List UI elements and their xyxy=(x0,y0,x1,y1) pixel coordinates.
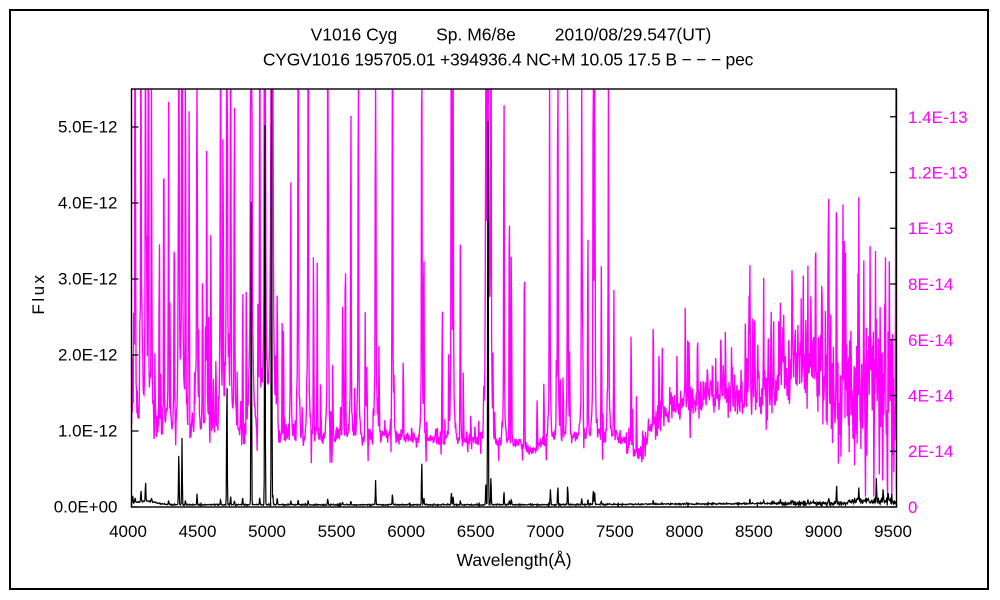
svg-text:1.2E-13: 1.2E-13 xyxy=(908,164,968,183)
svg-text:Flux: Flux xyxy=(29,272,48,314)
svg-text:8000: 8000 xyxy=(665,522,703,541)
svg-text:0.0E+00: 0.0E+00 xyxy=(54,498,118,517)
svg-text:CYGV1016 195705.01 +394936.4 N: CYGV1016 195705.01 +394936.4 NC+M 10.05 … xyxy=(263,50,754,70)
svg-text:7500: 7500 xyxy=(596,522,634,541)
svg-text:6500: 6500 xyxy=(457,522,495,541)
svg-text:2.0E-12: 2.0E-12 xyxy=(58,346,118,365)
svg-text:4E-14: 4E-14 xyxy=(908,387,953,406)
svg-text:1E-13: 1E-13 xyxy=(908,219,953,238)
svg-text:5.0E-12: 5.0E-12 xyxy=(58,118,118,137)
svg-text:9000: 9000 xyxy=(805,522,843,541)
svg-text:1.0E-12: 1.0E-12 xyxy=(58,422,118,441)
svg-text:1.4E-13: 1.4E-13 xyxy=(908,108,968,127)
svg-text:4000: 4000 xyxy=(109,522,147,541)
svg-text:5000: 5000 xyxy=(248,522,286,541)
svg-text:9500: 9500 xyxy=(874,522,912,541)
svg-text:2E-14: 2E-14 xyxy=(908,442,953,461)
svg-text:4.0E-12: 4.0E-12 xyxy=(58,194,118,213)
svg-text:0: 0 xyxy=(908,498,917,517)
svg-text:4500: 4500 xyxy=(179,522,217,541)
svg-text:7000: 7000 xyxy=(526,522,564,541)
svg-text:6E-14: 6E-14 xyxy=(908,331,953,350)
svg-text:3.0E-12: 3.0E-12 xyxy=(58,270,118,289)
svg-text:8500: 8500 xyxy=(735,522,773,541)
svg-text:6000: 6000 xyxy=(387,522,425,541)
svg-text:8E-14: 8E-14 xyxy=(908,275,953,294)
svg-text:5500: 5500 xyxy=(318,522,356,541)
svg-text:V1016 Cyg Sp. M6/8e: V1016 Cyg Sp. M6/8e 2010/08/29.547(UT) xyxy=(311,25,712,45)
svg-text:Wavelength(Å): Wavelength(Å) xyxy=(456,550,571,570)
